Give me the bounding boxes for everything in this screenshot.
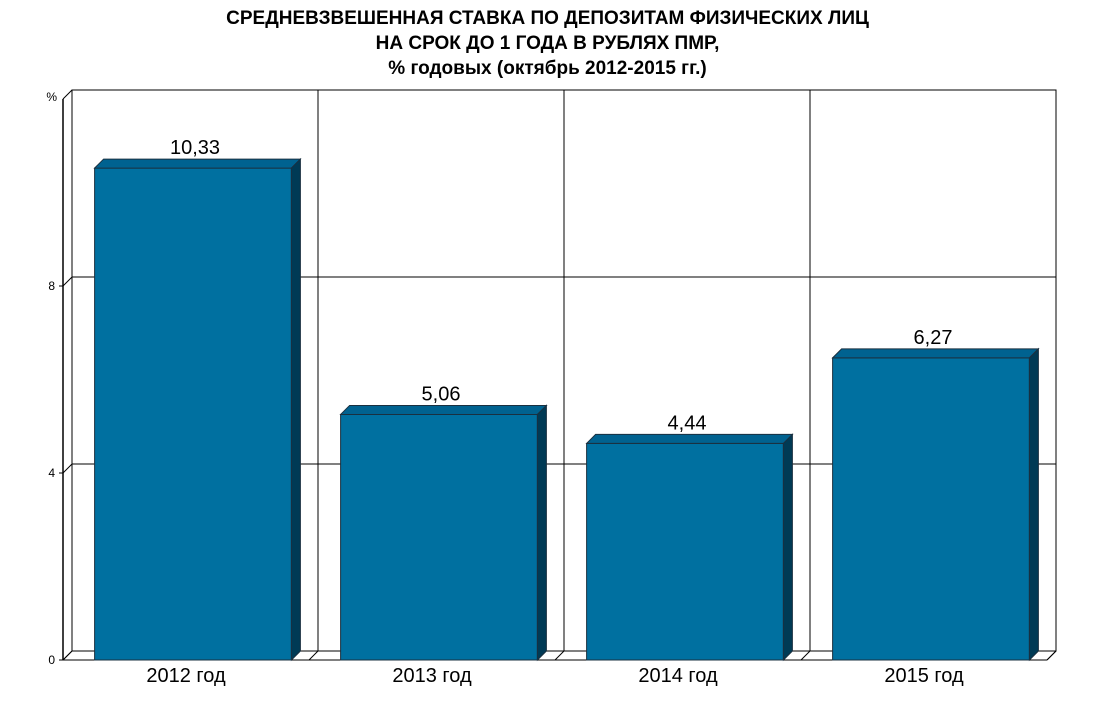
bar-side (1028, 347, 1039, 662)
y-axis-label: % (46, 90, 57, 104)
x-tick (800, 650, 811, 661)
bar-value-label: 5,06 (422, 383, 461, 405)
chart-title-line-1: СРЕДНЕВЗВЕШЕННАЯ СТАВКА ПО ДЕПОЗИТАМ ФИЗ… (226, 8, 869, 29)
side-wall-line (62, 89, 73, 100)
bar-value-label: 6,27 (914, 327, 953, 349)
bar-top (585, 433, 794, 444)
labels: 10,33 2012 год 5,06 2013 год 4,44 2014 год 6,2… (146, 137, 964, 687)
x-tick (308, 650, 319, 661)
bar-value-label: 4,44 (668, 412, 707, 434)
x-tick-label: 2012 год (146, 665, 226, 687)
x-tick (62, 650, 73, 661)
bar-front (832, 357, 1030, 661)
bar-top (93, 158, 302, 169)
bar-top (831, 348, 1040, 359)
bar-front (586, 442, 784, 661)
bar-side (536, 404, 547, 662)
bar-side (290, 157, 301, 662)
bar-2013 год (339, 404, 548, 662)
bar-2015 год (831, 347, 1040, 662)
bar-side (782, 433, 793, 662)
y-tick-label: 0 (48, 653, 55, 667)
bar-value-label: 10,33 (170, 137, 220, 159)
bar-2012 год (93, 157, 302, 662)
x-tick-label: 2015 год (884, 665, 964, 687)
chart-title-line-2: НА СРОК ДО 1 ГОДА В РУБЛЯХ ПМР, (375, 33, 720, 54)
side-wall-line (62, 276, 73, 287)
x-tick-label: 2013 год (392, 665, 472, 687)
y-tick-label: 4 (48, 466, 55, 480)
side-wall-line (62, 463, 73, 474)
x-tick (1046, 650, 1057, 661)
y-tick-label: 8 (48, 279, 55, 293)
x-tick (554, 650, 565, 661)
bars (93, 157, 1040, 662)
bar-front (340, 413, 538, 661)
bar-front (94, 167, 292, 661)
bar-top (339, 404, 548, 415)
chart-title: СРЕДНЕВЗВЕШЕННАЯ СТАВКА ПО ДЕПОЗИТАМ ФИЗ… (0, 6, 1095, 81)
bar-2014 год (585, 433, 794, 662)
x-tick-label: 2014 год (638, 665, 718, 687)
chart-title-line-3: % годовых (октябрь 2012-2015 гг.) (388, 58, 707, 79)
